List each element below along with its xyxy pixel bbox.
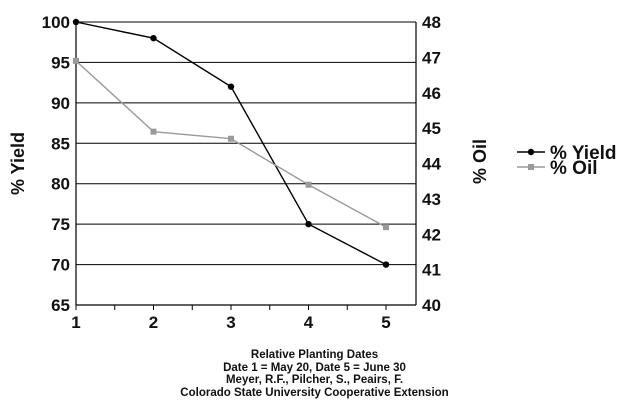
caption-line-1: Relative Planting Dates xyxy=(250,349,379,361)
data-point-oil xyxy=(150,128,157,135)
right-tick-label: 41 xyxy=(422,261,441,280)
data-point-oil xyxy=(228,135,234,142)
left-axis-title: % Yield xyxy=(8,132,28,195)
right-tick-label: 47 xyxy=(422,48,441,67)
right-tick-label: 45 xyxy=(422,119,441,138)
data-point-oil xyxy=(383,224,389,231)
left-tick-label: 65 xyxy=(51,296,70,315)
left-tick-label: 70 xyxy=(51,256,70,275)
right-tick-label: 48 xyxy=(422,13,441,32)
right-tick-label: 43 xyxy=(422,190,441,209)
data-point-yield xyxy=(305,220,312,228)
legend-label: % Oil xyxy=(550,158,598,179)
left-tick-label: 95 xyxy=(51,53,70,72)
caption-line-3: Meyer, R.F., Pilcher, S., Peairs, F. xyxy=(225,374,404,386)
x-tick-label: 3 xyxy=(226,313,235,332)
right-tick-label: 46 xyxy=(422,84,441,103)
data-point-yield xyxy=(72,18,80,26)
right-tick-label: 44 xyxy=(422,155,441,174)
x-tick-label: 5 xyxy=(381,313,390,332)
legend-label: % Yield xyxy=(550,143,617,164)
data-point-oil xyxy=(73,57,79,64)
left-tick-label: 100 xyxy=(42,13,70,32)
left-tick-label: 75 xyxy=(51,215,70,234)
data-point-oil xyxy=(305,181,312,188)
legend-marker-yield xyxy=(527,148,535,156)
right-tick-label: 40 xyxy=(422,296,441,315)
caption-line-4: Colorado State University Cooperative Ex… xyxy=(180,386,449,399)
caption-line-2: Date 1 = May 20, Date 5 = June 30 xyxy=(223,361,406,374)
x-tick-label: 2 xyxy=(149,313,158,332)
data-point-yield xyxy=(227,83,235,90)
left-tick-label: 85 xyxy=(51,134,70,153)
right-tick-label: 42 xyxy=(422,225,441,244)
left-tick-label: 80 xyxy=(51,175,70,194)
left-tick-label: 90 xyxy=(51,94,70,113)
data-point-yield xyxy=(382,261,390,268)
legend-marker-oil xyxy=(528,164,534,170)
data-point-yield xyxy=(150,34,157,42)
x-tick-label: 1 xyxy=(71,313,80,332)
right-axis-title: % Oil xyxy=(470,139,490,184)
x-tick-label: 4 xyxy=(304,313,314,332)
chart-caption: Relative Planting Dates Date 1 = May 20,… xyxy=(0,349,629,399)
